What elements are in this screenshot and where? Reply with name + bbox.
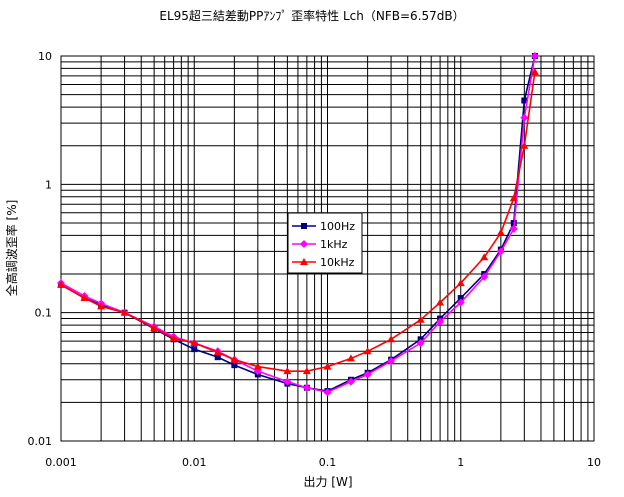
legend: 100Hz 1kHz 10kHz bbox=[287, 212, 363, 274]
data-point-triangle bbox=[509, 194, 518, 202]
data-point-diamond bbox=[436, 317, 445, 326]
x-tick-label: 0.01 bbox=[182, 456, 207, 469]
data-point-triangle bbox=[456, 279, 465, 287]
data-point-square bbox=[214, 354, 221, 361]
data-point-triangle bbox=[57, 280, 65, 288]
chart-title: EL95超三結差動PPｱﾝﾌﾟ 歪率特性 Lch（NFB=6.57dB） bbox=[159, 8, 464, 23]
data-point-diamond bbox=[456, 298, 465, 307]
data-point-triangle bbox=[436, 298, 445, 306]
data-point-triangle bbox=[480, 253, 489, 261]
legend-label: 1kHz bbox=[320, 238, 348, 251]
data-point-triangle bbox=[346, 354, 355, 362]
data-point-triangle bbox=[363, 347, 372, 355]
data-point-triangle bbox=[387, 335, 396, 343]
data-point-triangle bbox=[190, 339, 199, 347]
data-point-diamond bbox=[416, 339, 425, 348]
legend-label: 10kHz bbox=[320, 256, 355, 269]
y-tick-label: 1 bbox=[45, 178, 52, 191]
data-point-diamond bbox=[302, 383, 311, 392]
data-point-diamond bbox=[283, 377, 292, 386]
data-point-diamond bbox=[323, 388, 332, 397]
data-point-square bbox=[231, 362, 238, 369]
data-point-triangle bbox=[150, 323, 159, 331]
data-point-diamond bbox=[509, 224, 518, 233]
data-point-diamond bbox=[363, 370, 372, 379]
y-tick-label: 0.1 bbox=[35, 307, 53, 320]
data-point-triangle bbox=[230, 355, 239, 363]
y-tick-label: 10 bbox=[38, 50, 52, 63]
data-point-triangle bbox=[120, 308, 129, 316]
data-point-triangle bbox=[169, 334, 178, 342]
series-line bbox=[60, 55, 536, 394]
data-point-triangle bbox=[520, 141, 529, 149]
x-tick-label: 0.1 bbox=[319, 456, 337, 469]
series-layer bbox=[57, 52, 539, 397]
x-tick-label: 1 bbox=[457, 456, 464, 469]
data-point-triangle bbox=[253, 362, 262, 370]
data-point-diamond bbox=[530, 52, 539, 60]
y-tick-label: 0.01 bbox=[28, 435, 53, 448]
y-tick-labels: 0.01 0.1 1 10 bbox=[28, 50, 53, 448]
data-point-diamond bbox=[496, 247, 505, 256]
x-tick-labels: 0.001 0.01 0.1 1 10 bbox=[45, 456, 601, 469]
data-point-square bbox=[191, 346, 198, 353]
data-point-triangle bbox=[416, 315, 425, 323]
plot-frame bbox=[60, 55, 595, 442]
data-point-square bbox=[457, 295, 464, 302]
data-point-triangle bbox=[213, 348, 222, 356]
series-10khz bbox=[57, 68, 539, 375]
data-point-diamond bbox=[300, 240, 308, 248]
legend-box bbox=[287, 212, 363, 274]
data-point-diamond bbox=[520, 113, 529, 122]
data-point-square bbox=[301, 223, 307, 229]
x-tick-label: 10 bbox=[587, 456, 601, 469]
data-point-triangle bbox=[323, 362, 332, 370]
series-line bbox=[60, 71, 536, 372]
data-point-triangle bbox=[80, 294, 89, 302]
data-point-triangle bbox=[496, 228, 505, 236]
data-point-diamond bbox=[387, 357, 396, 366]
x-tick-label: 0.001 bbox=[45, 456, 77, 469]
data-point-triangle bbox=[302, 367, 311, 375]
data-point-square bbox=[521, 97, 528, 104]
y-axis-label: 全高調波歪率 [%] bbox=[4, 200, 19, 297]
data-point-triangle bbox=[530, 68, 539, 76]
data-point-triangle bbox=[97, 302, 106, 310]
data-point-diamond bbox=[346, 377, 355, 386]
legend-label: 100Hz bbox=[320, 220, 355, 233]
data-point-triangle bbox=[283, 367, 292, 375]
data-point-triangle bbox=[300, 258, 308, 265]
x-axis-label: 出力 [W] bbox=[303, 475, 352, 489]
data-point-diamond bbox=[480, 272, 489, 281]
